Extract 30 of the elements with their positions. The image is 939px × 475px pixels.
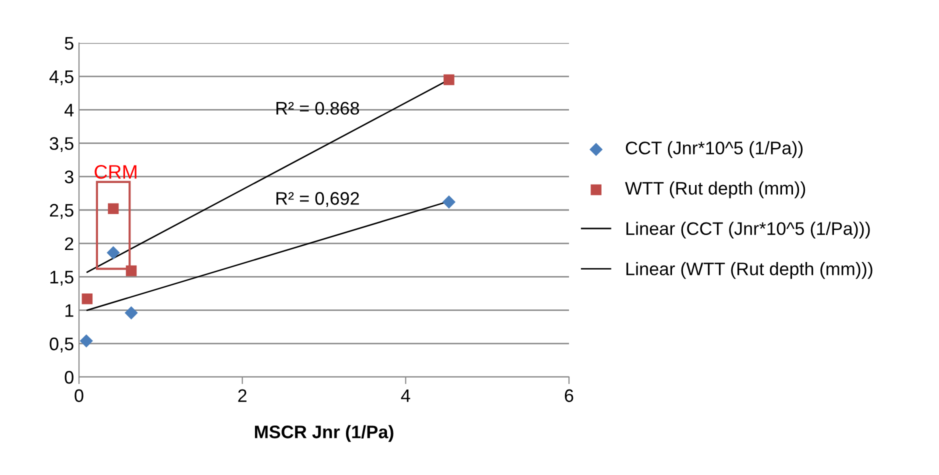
y-tick-label: 3,5 (50, 137, 74, 152)
x-tick-label: 6 (564, 389, 574, 402)
legend-label: WTT (Rut depth (mm)) (625, 181, 806, 198)
y-tick-label: 0 (64, 370, 74, 384)
point (80, 334, 93, 348)
x-axis-title: MSCR Jnr (1/Pa) (254, 425, 394, 442)
point (106, 246, 120, 260)
y-tick-label: 4 (64, 104, 74, 116)
legend-label: Linear (CCT (Jnr*10^5 (1/Pa))) (626, 222, 870, 239)
point (82, 293, 93, 304)
x-tick-label: 4 (401, 389, 410, 402)
x-tick-label: 2 (238, 389, 246, 402)
point (442, 195, 456, 209)
y-tick-label: 4,5 (49, 70, 74, 86)
y-tick-label: 2,5 (50, 204, 74, 219)
annotation: R² = 0,692 (276, 192, 359, 207)
y-tick-label: 1 (65, 304, 74, 317)
y-tick-label: 2 (65, 237, 74, 250)
point (124, 306, 138, 320)
y-tick-label: 1,5 (50, 270, 74, 286)
annotation: R² = 0.868 (276, 102, 360, 115)
point (444, 74, 454, 86)
annotation: CRM (94, 165, 136, 179)
legend-label: CCT (Jnr*10^5 (1/Pa)) (626, 141, 803, 158)
y-tick-label: 5 (64, 37, 74, 50)
y-tick-label: 0,5 (50, 338, 74, 352)
y-tick-label: 3 (64, 170, 74, 184)
point (108, 203, 119, 214)
legend-label: Linear (WTT (Rut depth (mm))) (626, 262, 872, 279)
x-tick-label: 0 (74, 389, 84, 402)
